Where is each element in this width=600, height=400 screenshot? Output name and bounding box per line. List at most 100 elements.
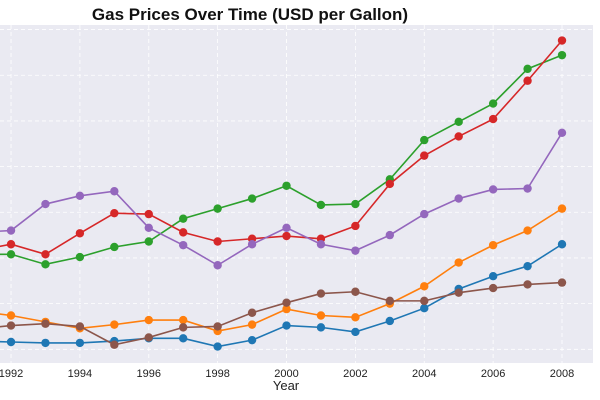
data-point <box>454 194 463 203</box>
data-point <box>454 132 463 141</box>
series-line-6 <box>0 281 563 346</box>
data-point <box>420 135 429 145</box>
data-point <box>6 250 16 259</box>
data-point <box>385 316 395 326</box>
data-point <box>523 280 532 289</box>
data-point <box>179 240 188 250</box>
data-point <box>144 315 153 325</box>
data-point <box>144 333 153 342</box>
data-point <box>247 335 257 345</box>
data-point <box>110 208 119 218</box>
data-point <box>316 323 326 332</box>
data-point <box>110 320 119 329</box>
series-line-1 <box>0 243 563 348</box>
data-point <box>213 237 222 246</box>
x-tick-label: 2006 <box>481 368 505 380</box>
x-tick-label: 1998 <box>205 368 229 380</box>
data-point <box>41 319 50 328</box>
data-point <box>316 311 326 320</box>
x-tick-label: 2008 <box>550 368 574 380</box>
data-point <box>420 151 429 160</box>
series-line-5 <box>0 132 563 267</box>
data-point <box>454 288 463 297</box>
data-point <box>213 322 222 331</box>
data-point <box>6 337 16 347</box>
data-point <box>75 229 85 238</box>
data-point <box>75 191 85 201</box>
data-point <box>351 246 360 255</box>
data-point <box>179 334 188 343</box>
data-point <box>557 50 567 60</box>
data-point <box>110 187 119 196</box>
data-point <box>316 200 326 210</box>
data-point <box>282 231 291 241</box>
gridlines <box>0 25 593 363</box>
series-line-2 <box>0 207 563 332</box>
data-point <box>454 258 463 267</box>
data-point <box>282 304 291 314</box>
x-tick-label: 1992 <box>0 368 23 380</box>
x-tick-label: 1994 <box>68 368 92 380</box>
series-line-3 <box>0 54 563 266</box>
data-point <box>420 282 429 291</box>
x-tick-label: 1996 <box>137 368 161 380</box>
data-point <box>557 128 567 137</box>
data-point <box>488 272 498 281</box>
data-point <box>523 261 532 271</box>
data-point <box>41 338 50 348</box>
data-point <box>420 209 429 219</box>
x-tick-label: 2004 <box>412 368 436 380</box>
data-point <box>557 240 567 249</box>
data-point <box>316 289 326 298</box>
data-point <box>523 64 532 74</box>
data-point <box>144 223 153 232</box>
series-group <box>0 36 567 351</box>
data-point <box>179 214 188 223</box>
data-point <box>351 327 360 337</box>
data-point <box>247 308 257 317</box>
data-point <box>557 278 567 287</box>
data-point <box>144 209 153 219</box>
data-point <box>213 342 222 351</box>
data-point <box>6 321 16 330</box>
data-point <box>488 114 498 124</box>
data-point <box>523 226 532 235</box>
data-point <box>179 323 188 332</box>
data-point <box>282 181 291 190</box>
data-point <box>247 240 257 249</box>
data-point <box>110 340 119 349</box>
chart-title: Gas Prices Over Time (USD per Gallon) <box>92 5 408 24</box>
data-point <box>247 194 257 203</box>
data-point <box>488 283 498 293</box>
data-point <box>557 204 567 213</box>
data-point <box>6 240 16 249</box>
data-point <box>420 296 429 306</box>
data-point <box>454 117 463 127</box>
data-point <box>213 261 222 270</box>
data-point <box>41 260 50 269</box>
data-point <box>385 230 395 240</box>
data-point <box>6 226 16 235</box>
data-point <box>75 322 85 331</box>
data-point <box>351 221 360 231</box>
data-point <box>385 179 395 189</box>
data-point <box>75 338 85 348</box>
data-point <box>351 313 360 322</box>
data-point <box>557 36 567 45</box>
data-point <box>6 311 16 320</box>
x-axis-label: Year <box>273 378 300 393</box>
series-line-4 <box>0 40 563 256</box>
data-point <box>75 252 85 262</box>
x-tick-label: 2000 <box>274 368 298 380</box>
data-point <box>488 185 498 194</box>
data-point <box>488 240 498 250</box>
data-point <box>420 303 429 313</box>
data-point <box>523 184 532 193</box>
data-point <box>523 76 532 85</box>
data-point <box>316 240 326 249</box>
data-point <box>247 320 257 329</box>
data-point <box>179 228 188 237</box>
data-point <box>351 199 360 209</box>
x-tick-label: 2002 <box>343 368 367 380</box>
